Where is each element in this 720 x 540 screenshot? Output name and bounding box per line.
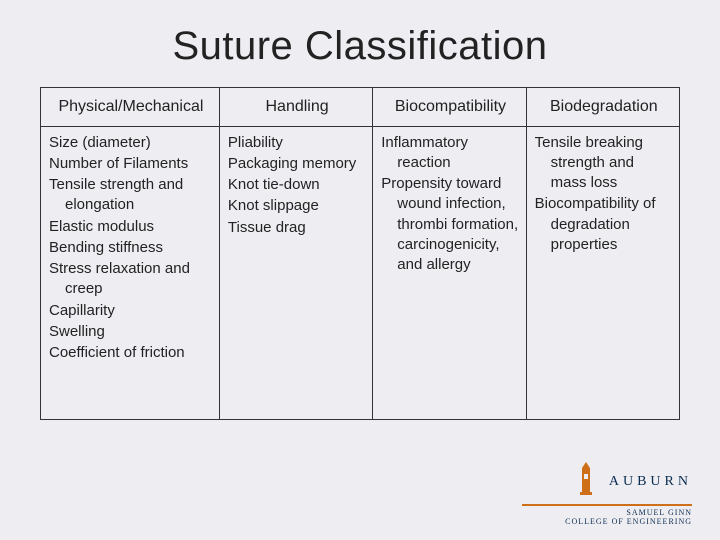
col-header-biocompat: Biocompatibility — [373, 88, 526, 127]
list-item: Number of Filaments — [49, 154, 213, 174]
brand-underline — [522, 504, 692, 506]
list-item: Tissue drag — [228, 218, 366, 238]
list-item: Knot tie-down — [228, 175, 366, 195]
cell-handling: Pliability Packaging memory Knot tie-dow… — [219, 126, 372, 419]
tower-icon — [575, 462, 597, 501]
col-header-biodeg: Biodegradation — [526, 88, 679, 127]
slide-title: Suture Classification — [40, 24, 680, 69]
list-item: Stress relaxation and creep — [49, 259, 213, 300]
classification-table: Physical/Mechanical Handling Biocompatib… — [40, 87, 680, 420]
cell-biocompat: Inflammatory reaction Propensity toward … — [373, 126, 526, 419]
list-item: Packaging memory — [228, 154, 366, 174]
list-item: Knot slippage — [228, 196, 366, 216]
col-header-physical: Physical/Mechanical — [41, 88, 220, 127]
list-item: Propensity toward wound infection, throm… — [381, 174, 519, 275]
cell-physical: Size (diameter) Number of Filaments Tens… — [41, 126, 220, 419]
list-item: Size (diameter) — [49, 133, 213, 153]
table-row: Size (diameter) Number of Filaments Tens… — [41, 126, 680, 419]
slide: Suture Classification Physical/Mechanica… — [0, 0, 720, 540]
brand-sub1: SAMUEL GINN — [522, 508, 692, 517]
list-item: Elastic modulus — [49, 217, 213, 237]
list-item: Swelling — [49, 322, 213, 342]
cell-biodeg: Tensile breaking strength and mass loss … — [526, 126, 679, 419]
list-item: Tensile strength and elongation — [49, 175, 213, 216]
list-item: Coefficient of friction — [49, 343, 213, 363]
table-header-row: Physical/Mechanical Handling Biocompatib… — [41, 88, 680, 127]
list-item: Biocompatibility of degradation properti… — [535, 194, 673, 255]
brand-name: AUBURN — [609, 474, 692, 490]
list-item: Bending stiffness — [49, 238, 213, 258]
list-item: Capillarity — [49, 301, 213, 321]
list-item: Inflammatory reaction — [381, 133, 519, 174]
col-header-handling: Handling — [219, 88, 372, 127]
brand-sub2: COLLEGE OF ENGINEERING — [522, 517, 692, 526]
auburn-logo: AUBURN SAMUEL GINN COLLEGE OF ENGINEERIN… — [522, 462, 692, 526]
list-item: Pliability — [228, 133, 366, 153]
list-item: Tensile breaking strength and mass loss — [535, 133, 673, 194]
